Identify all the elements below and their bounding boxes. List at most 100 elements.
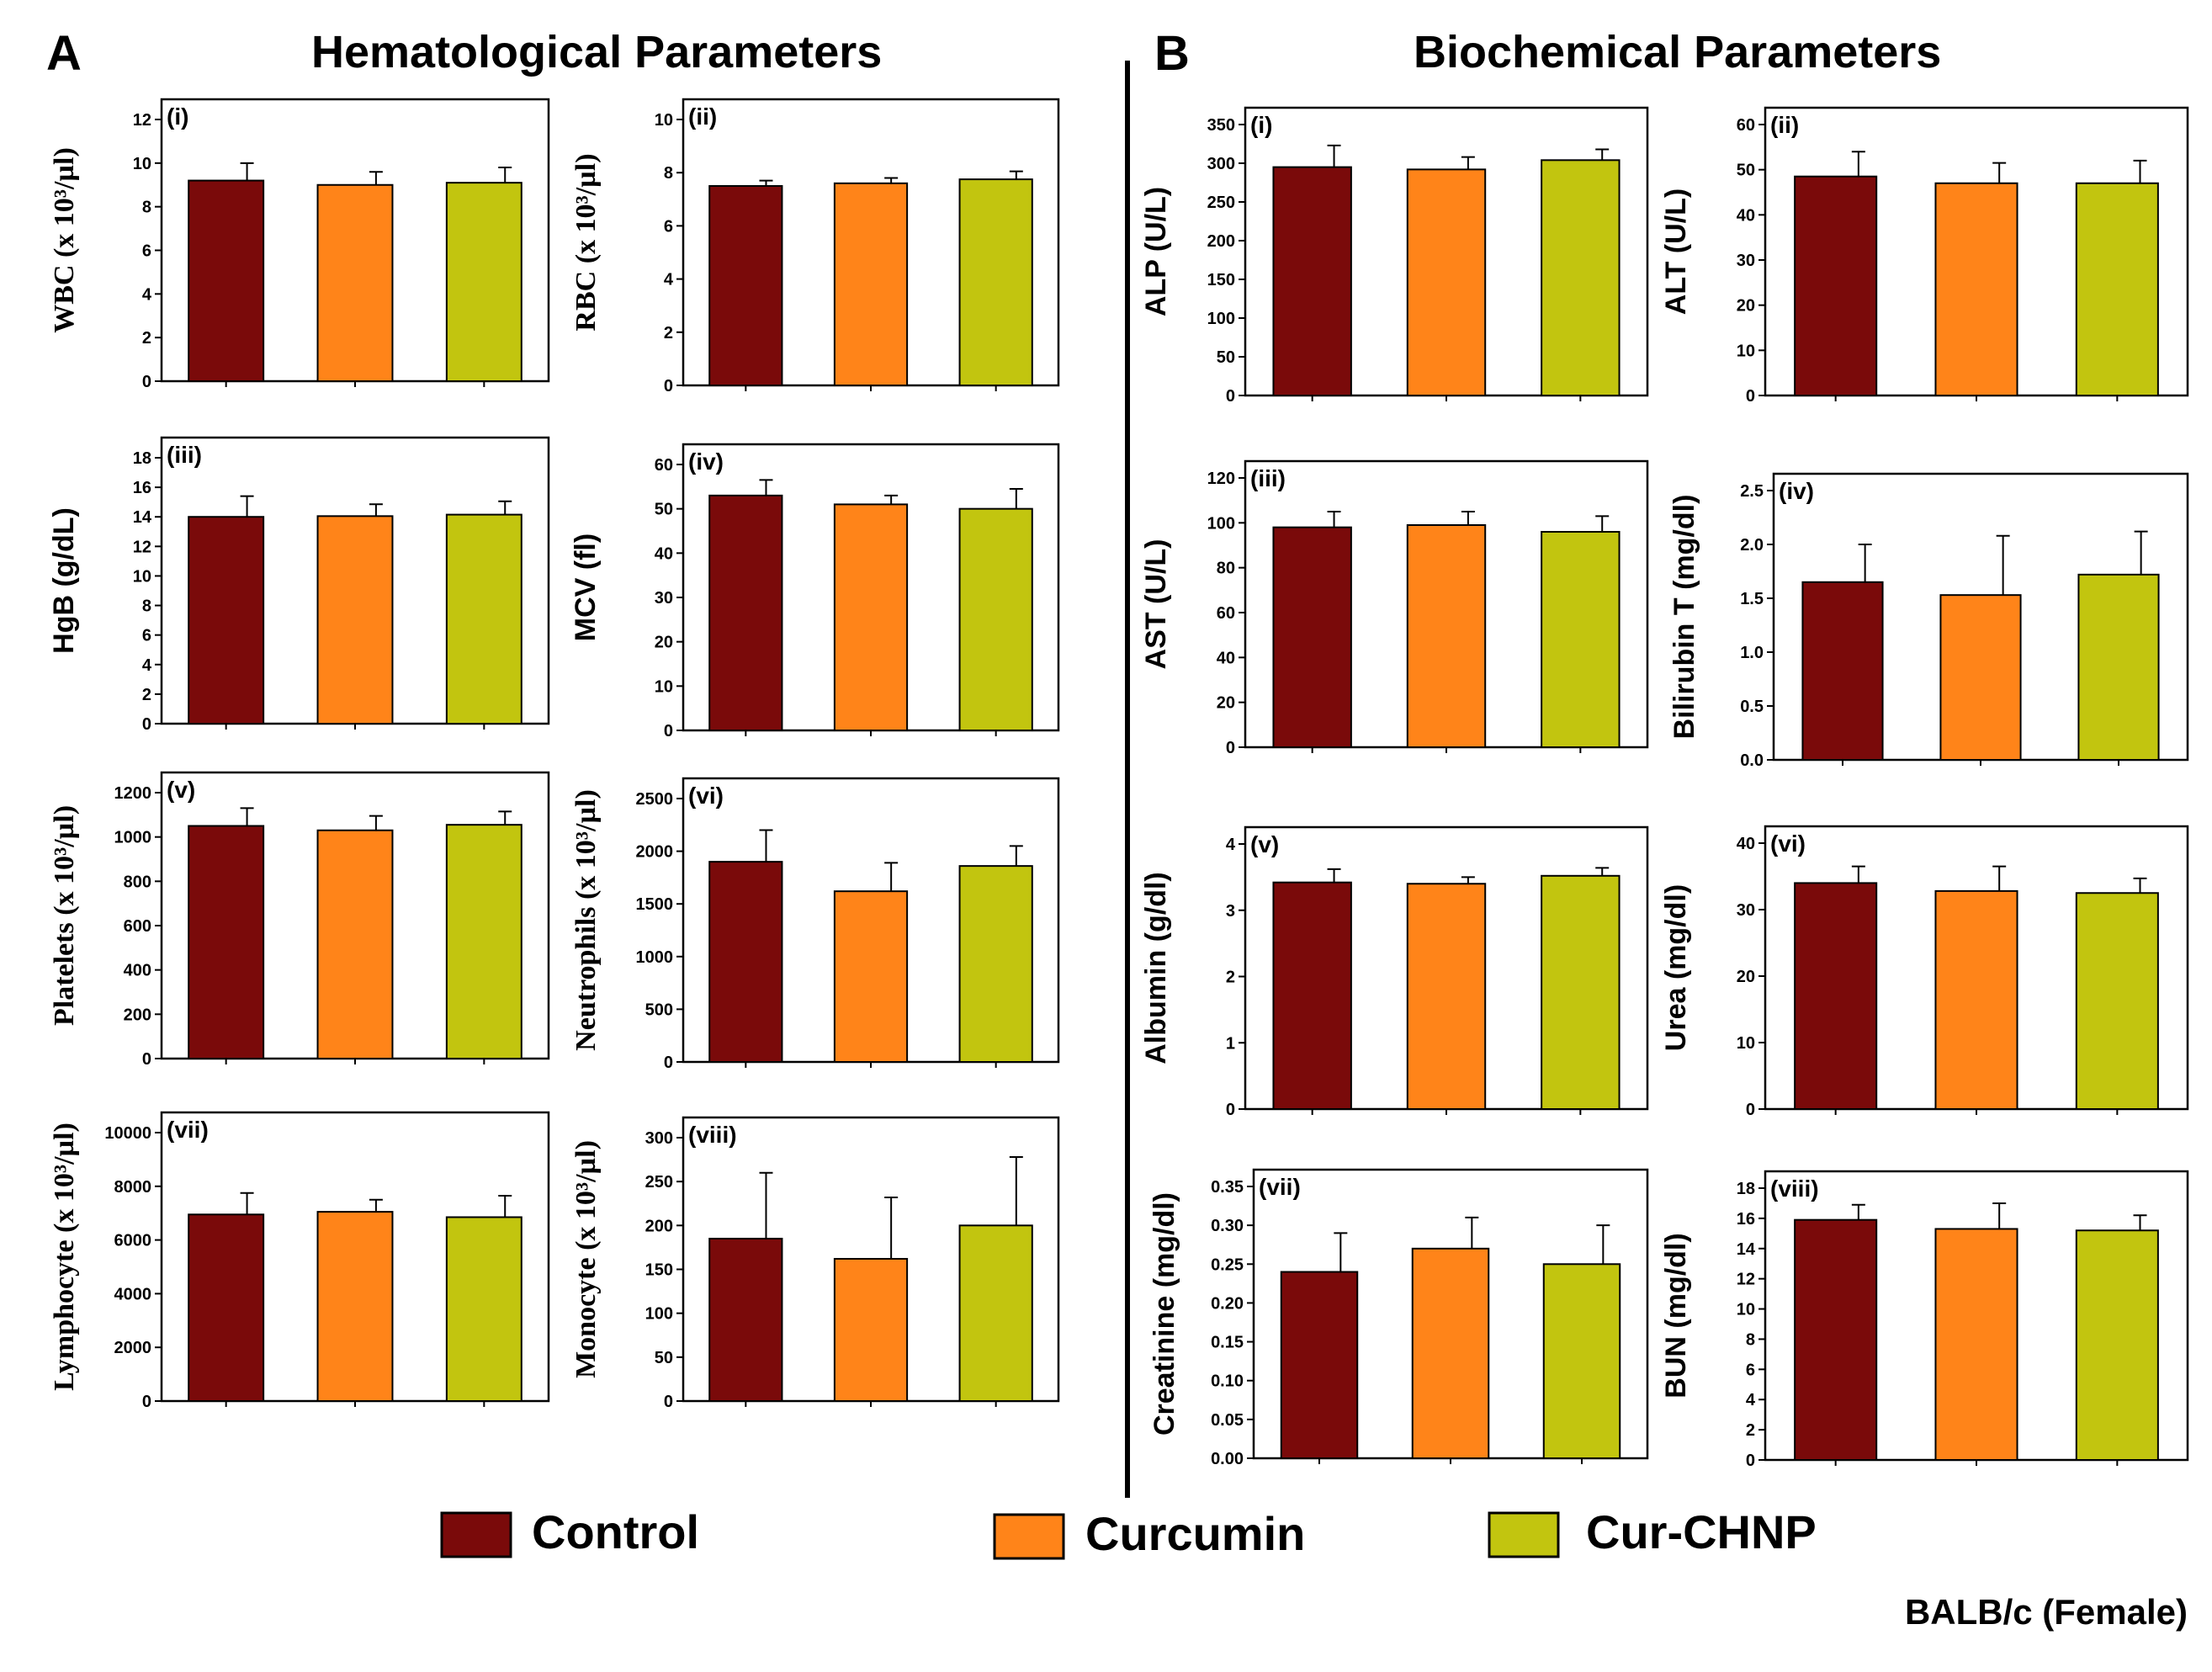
y-axis-label-alt: ALT (U/L) <box>1660 188 1692 315</box>
y-tick-label-bilirubin-0: 0.0 <box>1740 751 1764 770</box>
panel-sublabel-ast: (iii) <box>1250 465 1286 491</box>
bar-lymphocyte-cur-chnp <box>445 1216 522 1402</box>
y-tick-label-hgb-5: 10 <box>133 567 151 586</box>
y-tick-label-bilirubin-3: 1.5 <box>1740 590 1764 608</box>
y-tick-label-albumin-2: 2 <box>1226 969 1235 987</box>
y-tick-label-wbc-4: 8 <box>142 199 151 217</box>
panel-sublabel-urea: (vi) <box>1770 831 1806 857</box>
y-tick-label-hgb-9: 18 <box>133 449 151 468</box>
bar-albumin-curcumin <box>1406 883 1487 1110</box>
panel-sublabel-lymphocyte: (vii) <box>167 1117 209 1143</box>
y-tick-label-platelets-3: 600 <box>124 917 151 936</box>
y-tick-label-wbc-2: 4 <box>142 285 152 304</box>
bar-alp-curcumin <box>1406 168 1487 397</box>
y-tick-label-alt-5: 50 <box>1737 162 1755 180</box>
y-tick-label-bun-4: 8 <box>1746 1330 1755 1349</box>
bar-creatinine-cur-chnp <box>1542 1263 1621 1460</box>
bar-neutrophils-cur-chnp <box>958 865 1033 1064</box>
panel-sublabel-mcv: (iv) <box>688 449 724 475</box>
y-tick-label-hgb-7: 14 <box>133 508 152 527</box>
y-tick-label-ast-4: 80 <box>1217 560 1235 578</box>
chart-rbc: 0 2 4 6 8 10 (ii) RBC (x 10³/µl) <box>570 98 1060 395</box>
bar-neutrophils-control <box>708 861 783 1063</box>
y-tick-label-alt-1: 10 <box>1737 342 1755 360</box>
y-tick-label-ast-3: 60 <box>1217 604 1235 623</box>
bar-lymphocyte-curcumin <box>316 1211 394 1402</box>
y-tick-label-hgb-4: 8 <box>142 597 151 616</box>
y-tick-label-neutrophils-3: 1500 <box>636 895 674 914</box>
y-tick-label-hgb-8: 16 <box>133 479 151 497</box>
bar-alt-cur-chnp <box>2075 182 2159 396</box>
bar-creatinine-curcumin <box>1411 1247 1490 1460</box>
y-tick-label-ast-1: 20 <box>1217 694 1235 713</box>
bar-bilirubin-curcumin <box>1939 594 2022 761</box>
bar-rbc-curcumin <box>833 182 909 386</box>
y-tick-label-creatinine-6: 0.30 <box>1211 1217 1244 1235</box>
bar-alt-curcumin <box>1934 182 2018 396</box>
y-tick-label-albumin-3: 3 <box>1226 902 1235 921</box>
y-tick-label-neutrophils-4: 2000 <box>636 843 674 862</box>
bar-hgb-curcumin <box>316 515 394 725</box>
y-tick-label-hgb-1: 2 <box>142 686 151 704</box>
bar-platelets-control <box>188 825 265 1059</box>
y-tick-label-platelets-6: 1200 <box>114 784 152 803</box>
y-tick-label-mcv-6: 60 <box>655 456 673 475</box>
chart-platelets: 0 200 400 600 800 1000 1200 (v) Platelets (x 10³… <box>49 771 550 1069</box>
bar-rbc-control <box>708 185 783 386</box>
y-tick-label-hgb-0: 0 <box>142 715 151 734</box>
panel-sublabel-hgb: (iii) <box>167 442 202 468</box>
y-tick-label-monocyte-5: 250 <box>645 1173 673 1192</box>
y-axis-label-creatinine: Creatinine (mg/dl) <box>1148 1192 1180 1436</box>
y-tick-label-mcv-3: 30 <box>655 589 673 608</box>
y-tick-label-wbc-5: 10 <box>133 155 151 173</box>
bar-bun-curcumin <box>1934 1228 2018 1461</box>
bar-ast-cur-chnp <box>1541 531 1621 748</box>
panel-b-title: Biochemical Parameters <box>1414 27 1941 77</box>
y-tick-label-rbc-5: 10 <box>655 111 673 130</box>
bar-monocyte-curcumin <box>833 1257 909 1402</box>
bar-ast-curcumin <box>1406 524 1487 748</box>
y-tick-label-creatinine-2: 0.10 <box>1211 1372 1244 1391</box>
legend-swatch-cur-chnp <box>1488 1511 1560 1558</box>
y-tick-label-platelets-2: 400 <box>124 962 151 980</box>
y-tick-label-wbc-0: 0 <box>142 373 151 391</box>
y-tick-label-urea-0: 0 <box>1746 1101 1755 1119</box>
y-tick-label-urea-1: 10 <box>1737 1034 1755 1053</box>
chart-alt: 0 10 20 30 40 50 60 (ii) ALT (U/L) <box>1660 106 2189 406</box>
bar-bilirubin-cur-chnp <box>2077 573 2160 762</box>
y-tick-label-bilirubin-2: 1.0 <box>1740 644 1764 662</box>
y-tick-label-lymphocyte-5: 10000 <box>104 1124 151 1143</box>
bar-lymphocyte-control <box>188 1213 265 1403</box>
chart-neutrophils: 0 500 1000 1500 2000 2500 (vi) Neutrophils (x 1… <box>570 777 1060 1072</box>
y-tick-label-platelets-1: 200 <box>124 1006 151 1024</box>
y-tick-label-ast-0: 0 <box>1226 739 1235 757</box>
y-tick-label-neutrophils-2: 1000 <box>636 948 674 967</box>
y-tick-label-lymphocyte-4: 8000 <box>114 1178 152 1197</box>
bar-albumin-control <box>1272 881 1352 1111</box>
y-axis-label-hgb: HgB (g/dL) <box>48 507 80 654</box>
panel-sublabel-monocyte: (viii) <box>688 1122 737 1148</box>
bar-alp-control <box>1272 166 1352 396</box>
y-tick-label-monocyte-6: 300 <box>645 1129 673 1148</box>
y-axis-label-urea: Urea (mg/dl) <box>1660 884 1692 1051</box>
bar-wbc-curcumin <box>316 183 394 382</box>
bar-wbc-cur-chnp <box>445 182 522 382</box>
y-tick-label-alp-7: 350 <box>1207 116 1235 135</box>
y-tick-label-rbc-0: 0 <box>664 377 673 395</box>
y-tick-label-albumin-1: 1 <box>1226 1034 1235 1053</box>
y-axis-label-albumin: Albumin (g/dl) <box>1140 872 1172 1064</box>
y-tick-label-lymphocyte-1: 2000 <box>114 1339 152 1357</box>
y-tick-label-bun-7: 14 <box>1737 1240 1756 1259</box>
bar-bun-control <box>1794 1218 1878 1462</box>
y-axis-label-lymphocyte: Lymphocyte (x 10³/µl) <box>49 1123 80 1391</box>
y-tick-label-neutrophils-1: 500 <box>645 1001 673 1019</box>
y-axis-label-alp: ALP (U/L) <box>1140 187 1172 316</box>
y-tick-label-mcv-0: 0 <box>664 722 673 740</box>
bar-monocyte-control <box>708 1237 783 1402</box>
y-tick-label-monocyte-1: 50 <box>655 1349 673 1367</box>
bar-rbc-cur-chnp <box>958 178 1033 386</box>
y-tick-label-bun-0: 0 <box>1746 1452 1755 1470</box>
chart-albumin: 0 1 2 3 4 (v) Albumin (g/dl) <box>1140 825 1649 1119</box>
y-tick-label-bilirubin-5: 2.5 <box>1740 482 1764 501</box>
